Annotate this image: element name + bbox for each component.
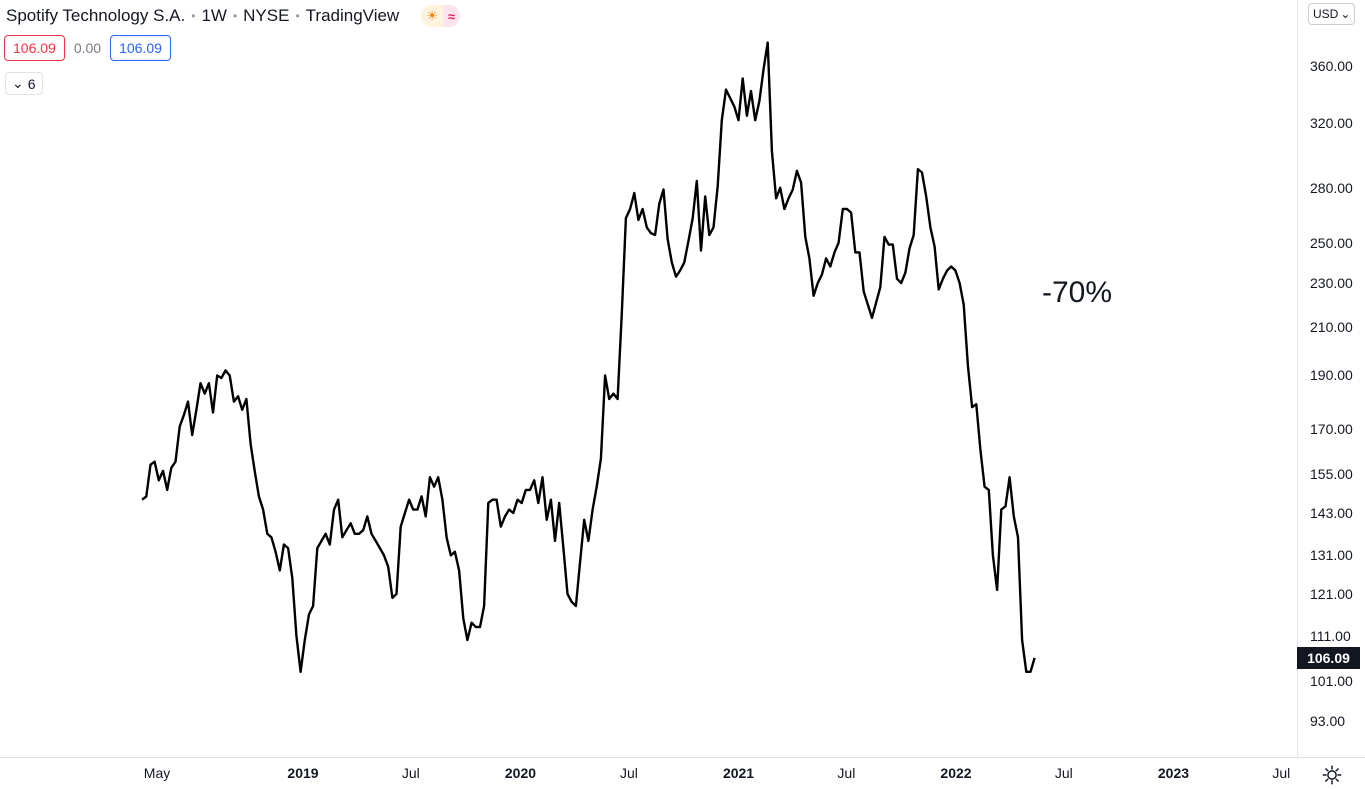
- interval-label[interactable]: 1W: [201, 6, 227, 25]
- sell-button[interactable]: 106.09: [4, 35, 65, 61]
- y-tick-label: 121.00: [1310, 585, 1353, 602]
- separator-dot: •: [232, 9, 238, 23]
- trade-buttons: 106.09 0.00 106.09: [4, 35, 171, 61]
- indicators-toggle-button[interactable]: ⌄ 6: [5, 72, 43, 95]
- x-tick-label: Jul: [401, 765, 420, 781]
- gear-icon[interactable]: [1321, 764, 1343, 786]
- wave-icon[interactable]: ≈: [442, 5, 461, 27]
- market-status[interactable]: ☀ ≈: [421, 5, 461, 27]
- buy-button[interactable]: 106.09: [110, 35, 171, 61]
- x-tick-label: Jul: [619, 765, 638, 781]
- chevron-down-icon: ⌄: [12, 75, 24, 91]
- separator-dot: •: [191, 9, 196, 23]
- y-tick-label: 155.00: [1310, 466, 1353, 483]
- currency-label: USD: [1313, 7, 1339, 21]
- spread-value: 0.00: [73, 40, 102, 56]
- x-tick-label: Jul: [1272, 765, 1291, 781]
- time-axis-divider: [0, 757, 1365, 758]
- y-tick-label: 360.00: [1310, 58, 1353, 75]
- sun-icon[interactable]: ☀: [421, 5, 443, 27]
- y-tick-label: 250.00: [1310, 234, 1353, 251]
- y-tick-label: 93.00: [1310, 713, 1346, 730]
- y-tick-label: 170.00: [1310, 421, 1353, 438]
- price-axis-divider: [1297, 0, 1298, 757]
- x-tick-label: 2022: [940, 765, 972, 781]
- chart-plot-area[interactable]: [0, 0, 1297, 757]
- y-tick-label: 280.00: [1310, 179, 1353, 196]
- last-price-label: 106.09: [1297, 646, 1360, 669]
- y-tick-label: 210.00: [1310, 319, 1353, 336]
- chart-annotation-text[interactable]: -70%: [1042, 276, 1113, 309]
- price-chart[interactable]: [0, 0, 1297, 757]
- x-tick-label: Jul: [1054, 765, 1073, 781]
- chevron-down-icon: ⌄: [1340, 7, 1351, 21]
- symbol-name[interactable]: Spotify Technology S.A.: [6, 6, 186, 25]
- y-tick-label: 101.00: [1310, 673, 1353, 690]
- x-tick-label: 2021: [722, 765, 755, 781]
- currency-select[interactable]: USD ⌄: [1308, 3, 1356, 25]
- chart-title: Spotify Technology S.A. • 1W • NYSE • Tr…: [6, 5, 461, 27]
- x-tick-label: May: [143, 765, 171, 781]
- x-tick-label: 2023: [1157, 765, 1190, 781]
- y-tick-label: 111.00: [1310, 627, 1351, 644]
- y-tick-label: 143.00: [1310, 505, 1353, 522]
- price-line-series[interactable]: [141, 41, 1036, 673]
- source-label: TradingView: [305, 6, 400, 25]
- y-tick-label: 230.00: [1310, 275, 1353, 291]
- x-tick-label: 2020: [504, 765, 537, 781]
- y-tick-label: 320.00: [1310, 115, 1353, 132]
- x-tick-label: 2019: [287, 765, 319, 781]
- x-tick-label: Jul: [837, 765, 856, 781]
- exchange-label: NYSE: [243, 6, 290, 25]
- y-tick-label: 190.00: [1310, 367, 1353, 384]
- indicator-count: 6: [27, 75, 36, 92]
- y-tick-label: 131.00: [1310, 547, 1353, 564]
- separator-dot: •: [295, 9, 300, 23]
